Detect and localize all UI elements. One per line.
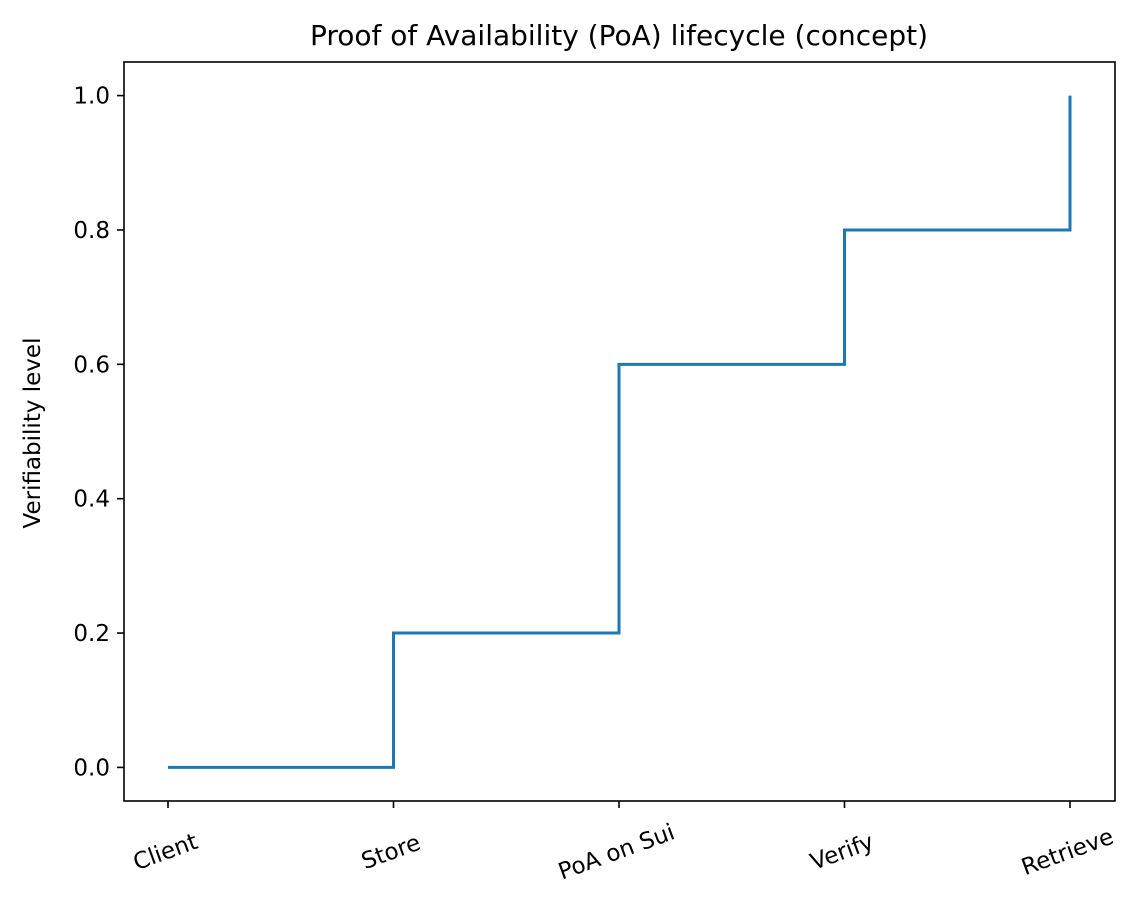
x-tick-label: Retrieve (1018, 824, 1117, 881)
x-tick-label: Store (358, 830, 424, 875)
chart-title: Proof of Availability (PoA) lifecycle (c… (310, 19, 928, 52)
x-tick-label: Client (130, 829, 201, 876)
y-tick-label: 0.8 (73, 218, 110, 244)
series-step-line (168, 95, 1072, 769)
x-tick-label: Verify (807, 829, 877, 876)
x-tick-label: PoA on Sui (555, 819, 678, 885)
y-tick-label: 0.6 (73, 352, 110, 378)
y-tick-label: 1.0 (73, 84, 110, 110)
y-axis-label: Verifiability level (20, 338, 46, 529)
y-tick-label: 0.4 (73, 487, 110, 513)
y-tick-label: 0.2 (73, 621, 110, 647)
y-tick-label: 0.0 (73, 755, 110, 781)
plot-area: 0.0 0.2 0.4 0.6 0.8 1.0 Client Store PoA on Sui V… (73, 61, 1117, 885)
